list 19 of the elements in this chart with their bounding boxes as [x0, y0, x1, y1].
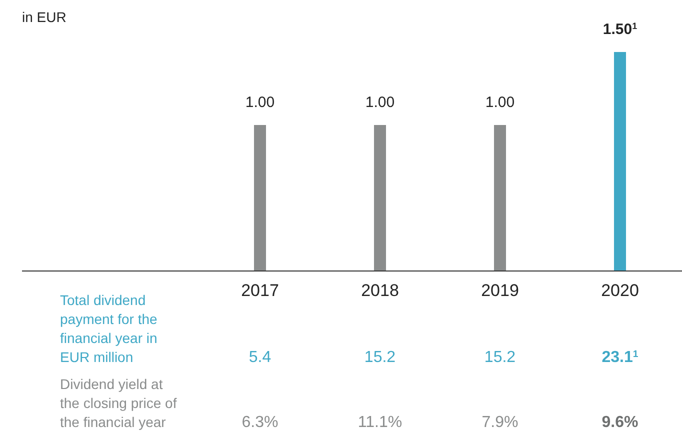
- text: 6.3%: [242, 414, 278, 431]
- text: 7.9%: [482, 414, 518, 431]
- text: 23.1$^{1}$: [602, 348, 639, 366]
- text: in EUR: [22, 9, 66, 25]
- x-tick-label: 2020: [601, 281, 639, 300]
- x-tick-label: 2017: [241, 281, 279, 300]
- data-label: 1.00: [365, 94, 395, 111]
- text: 11.1%: [358, 414, 402, 431]
- data-label: 1.50$^{1}$: [602, 21, 638, 38]
- text: 5.4: [248, 349, 272, 366]
- x-tick-label: 2018: [361, 281, 399, 300]
- text: 9.6%: [602, 414, 638, 431]
- data-label: 1.00: [245, 94, 275, 111]
- data-label: 1.00: [485, 94, 515, 111]
- text: Dividend yield at the closing price of the financial year: [60, 376, 177, 430]
- text: Total dividend payment for the financial year in EUR million: [60, 292, 158, 365]
- text: 15.2: [364, 349, 396, 366]
- x-tick-label: 2019: [481, 281, 519, 300]
- text: 15.2: [484, 349, 516, 366]
